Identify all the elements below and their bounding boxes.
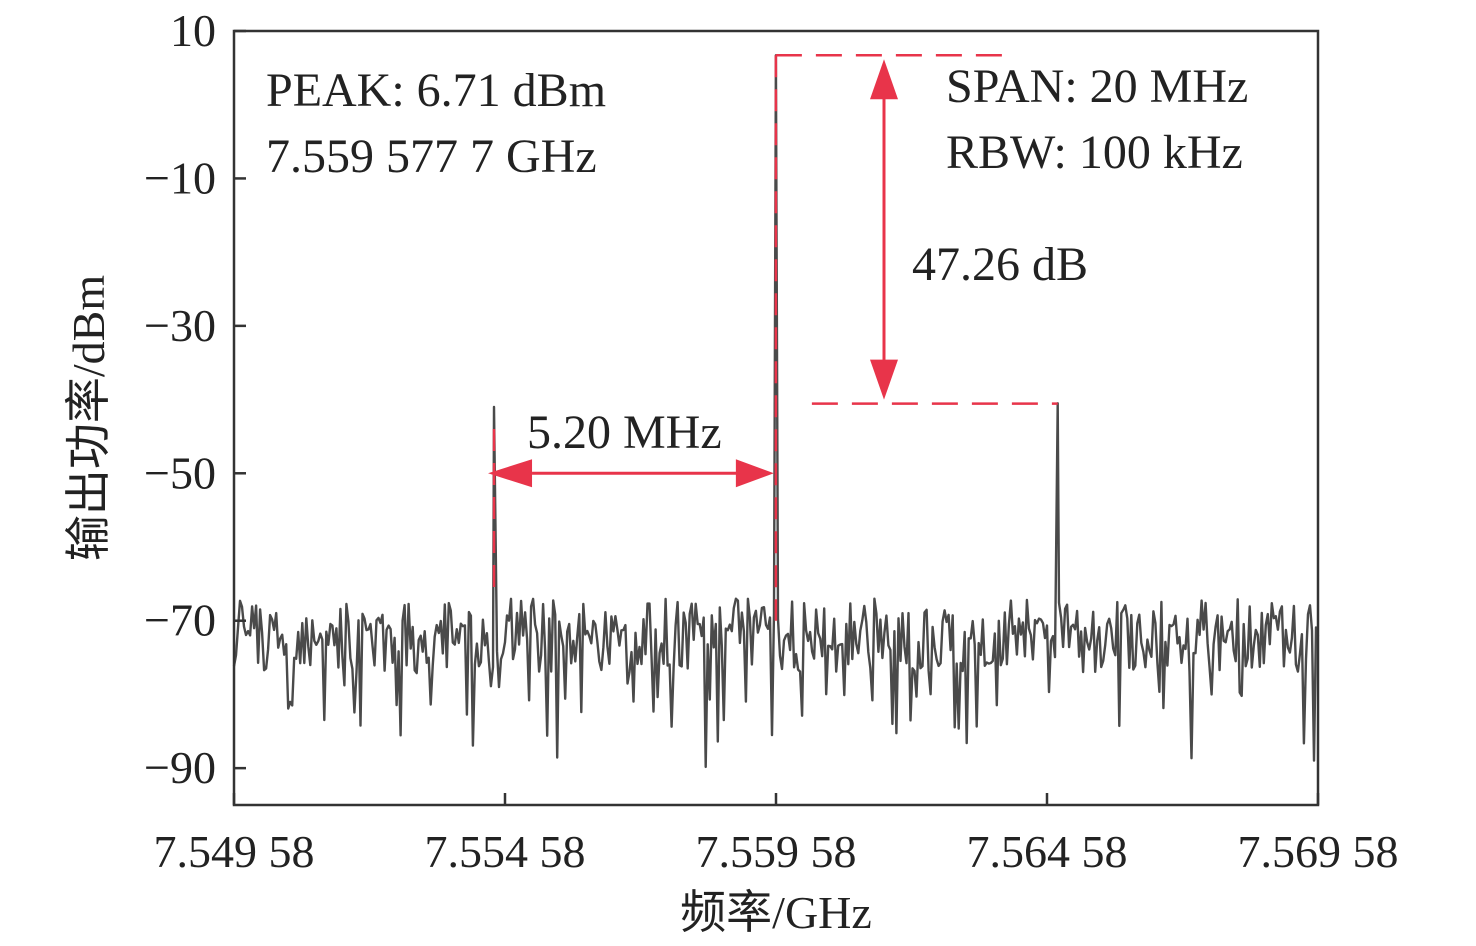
power-difference-label: 47.26 dB xyxy=(912,238,1088,291)
rbw-label: RBW: 100 kHz xyxy=(946,126,1243,179)
annotation-marker-layer xyxy=(488,54,1058,621)
peak-power-label: PEAK: 6.71 dBm xyxy=(266,64,606,117)
x-tick-label: 7.559 58 xyxy=(696,826,857,877)
y-tick-label: −10 xyxy=(144,152,216,203)
x-tick-label: 7.554 58 xyxy=(425,826,586,877)
power-difference-arrow-head-down xyxy=(870,359,898,400)
frequency-spacing-label: 5.20 MHz xyxy=(527,406,722,459)
x-tick-label: 7.564 58 xyxy=(967,826,1128,877)
x-tick-label: 7.549 58 xyxy=(154,826,315,877)
x-tick-label: 7.569 58 xyxy=(1238,826,1399,877)
y-tick-label: −90 xyxy=(144,742,216,793)
y-axis-title: 输出功率/dBm xyxy=(63,275,114,561)
y-tick-label: 10 xyxy=(170,5,216,56)
power-difference-arrow-head-up xyxy=(870,59,898,100)
frequency-spacing-arrow-head-right xyxy=(735,459,774,488)
axis-tick-layer: 7.549 58 7.554 58 7.559 58 7.564 58 7.569 58… xyxy=(144,5,1398,877)
y-tick-label: −70 xyxy=(144,595,216,646)
y-tick-label: −50 xyxy=(144,447,216,498)
frequency-spacing-arrow-head-left xyxy=(488,459,533,488)
peak-frequency-label: 7.559 577 7 GHz xyxy=(266,130,597,183)
y-tick-label: −30 xyxy=(144,300,216,351)
x-axis-title: 频率/GHz xyxy=(680,887,872,938)
span-label: SPAN: 20 MHz xyxy=(946,60,1248,113)
